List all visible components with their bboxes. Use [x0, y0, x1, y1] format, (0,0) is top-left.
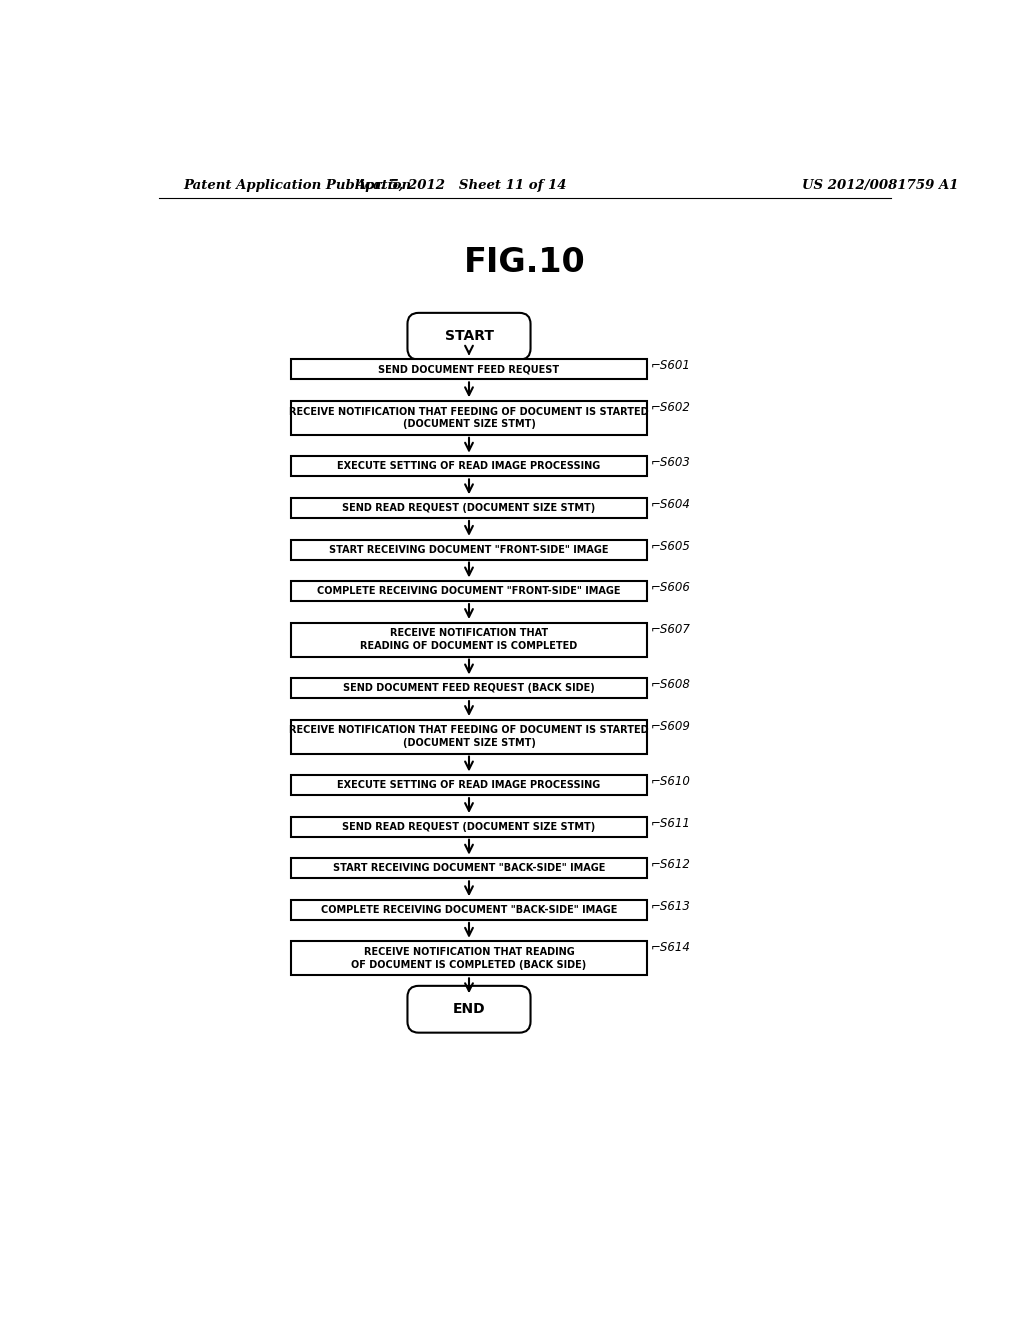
FancyBboxPatch shape: [408, 313, 530, 359]
FancyBboxPatch shape: [291, 858, 647, 878]
Text: ⌐S605: ⌐S605: [651, 540, 691, 553]
Text: ⌐S606: ⌐S606: [651, 581, 691, 594]
FancyBboxPatch shape: [291, 719, 647, 754]
FancyBboxPatch shape: [291, 457, 647, 477]
Text: ⌐S608: ⌐S608: [651, 678, 691, 692]
Text: SEND DOCUMENT FEED REQUEST (BACK SIDE): SEND DOCUMENT FEED REQUEST (BACK SIDE): [343, 684, 595, 693]
Text: RECEIVE NOTIFICATION THAT READING
OF DOCUMENT IS COMPLETED (BACK SIDE): RECEIVE NOTIFICATION THAT READING OF DOC…: [351, 948, 587, 970]
Text: EXECUTE SETTING OF READ IMAGE PROCESSING: EXECUTE SETTING OF READ IMAGE PROCESSING: [337, 780, 601, 791]
FancyBboxPatch shape: [408, 986, 530, 1032]
Text: US 2012/0081759 A1: US 2012/0081759 A1: [802, 178, 958, 191]
Text: RECEIVE NOTIFICATION THAT FEEDING OF DOCUMENT IS STARTED
(DOCUMENT SIZE STMT): RECEIVE NOTIFICATION THAT FEEDING OF DOC…: [289, 726, 649, 748]
Text: ⌐S611: ⌐S611: [651, 817, 691, 830]
Text: RECEIVE NOTIFICATION THAT FEEDING OF DOCUMENT IS STARTED
(DOCUMENT SIZE STMT): RECEIVE NOTIFICATION THAT FEEDING OF DOC…: [289, 407, 649, 429]
Text: ⌐S609: ⌐S609: [651, 719, 691, 733]
Text: Apr. 5, 2012   Sheet 11 of 14: Apr. 5, 2012 Sheet 11 of 14: [355, 178, 567, 191]
FancyBboxPatch shape: [291, 900, 647, 920]
Text: SEND DOCUMENT FEED REQUEST: SEND DOCUMENT FEED REQUEST: [379, 364, 559, 375]
Text: ⌐S602: ⌐S602: [651, 401, 691, 414]
Text: SEND READ REQUEST (DOCUMENT SIZE STMT): SEND READ REQUEST (DOCUMENT SIZE STMT): [342, 822, 596, 832]
Text: START: START: [444, 329, 494, 343]
Text: ⌐S614: ⌐S614: [651, 941, 691, 954]
Text: END: END: [453, 1002, 485, 1016]
Text: ⌐S612: ⌐S612: [651, 858, 691, 871]
Text: COMPLETE RECEIVING DOCUMENT "BACK-SIDE" IMAGE: COMPLETE RECEIVING DOCUMENT "BACK-SIDE" …: [321, 906, 617, 915]
Text: Patent Application Publication: Patent Application Publication: [183, 178, 412, 191]
FancyBboxPatch shape: [291, 498, 647, 517]
FancyBboxPatch shape: [291, 359, 647, 379]
Text: ⌐S613: ⌐S613: [651, 900, 691, 913]
Text: START RECEIVING DOCUMENT "BACK-SIDE" IMAGE: START RECEIVING DOCUMENT "BACK-SIDE" IMA…: [333, 863, 605, 874]
Text: COMPLETE RECEIVING DOCUMENT "FRONT-SIDE" IMAGE: COMPLETE RECEIVING DOCUMENT "FRONT-SIDE"…: [317, 586, 621, 597]
FancyBboxPatch shape: [291, 817, 647, 837]
Text: FIG.10: FIG.10: [464, 246, 586, 279]
FancyBboxPatch shape: [291, 581, 647, 601]
FancyBboxPatch shape: [291, 401, 647, 434]
Text: ⌐S603: ⌐S603: [651, 457, 691, 470]
Text: ⌐S610: ⌐S610: [651, 775, 691, 788]
Text: ⌐S601: ⌐S601: [651, 359, 691, 372]
FancyBboxPatch shape: [291, 678, 647, 698]
FancyBboxPatch shape: [291, 941, 647, 975]
FancyBboxPatch shape: [291, 623, 647, 656]
Text: ⌐S604: ⌐S604: [651, 498, 691, 511]
Text: SEND READ REQUEST (DOCUMENT SIZE STMT): SEND READ REQUEST (DOCUMENT SIZE STMT): [342, 503, 596, 513]
Text: EXECUTE SETTING OF READ IMAGE PROCESSING: EXECUTE SETTING OF READ IMAGE PROCESSING: [337, 462, 601, 471]
FancyBboxPatch shape: [291, 540, 647, 560]
Text: START RECEIVING DOCUMENT "FRONT-SIDE" IMAGE: START RECEIVING DOCUMENT "FRONT-SIDE" IM…: [330, 545, 608, 554]
FancyBboxPatch shape: [291, 775, 647, 795]
Text: ⌐S607: ⌐S607: [651, 623, 691, 636]
Text: RECEIVE NOTIFICATION THAT
READING OF DOCUMENT IS COMPLETED: RECEIVE NOTIFICATION THAT READING OF DOC…: [360, 628, 578, 651]
